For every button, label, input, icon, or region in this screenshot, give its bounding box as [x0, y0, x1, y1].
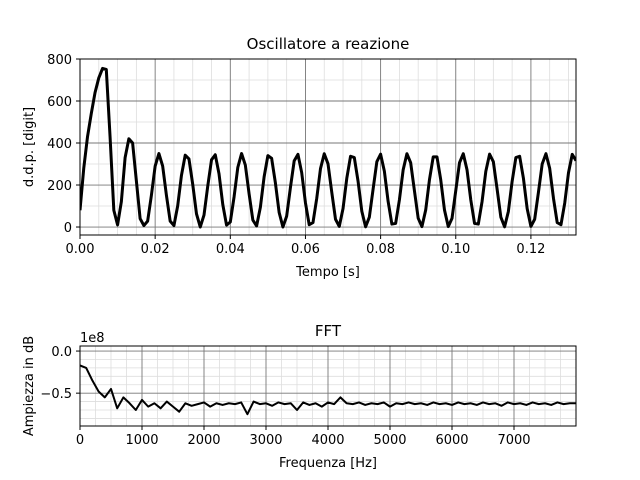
- plot-area: [80, 364, 576, 416]
- y-tick-label: 800: [47, 53, 72, 68]
- x-tick-label: 5000: [373, 433, 406, 448]
- x-tick-label: 0.12: [516, 242, 545, 257]
- x-tick-label: 3000: [249, 433, 282, 448]
- x-tick-label: 7000: [497, 433, 530, 448]
- y-tick-label: −0.5: [40, 387, 72, 402]
- y-tick-label: 400: [47, 137, 72, 152]
- x-tick-label: 2000: [187, 433, 220, 448]
- x-tick-label: 0.00: [66, 242, 95, 257]
- x-tick-label: 4000: [311, 433, 344, 448]
- chart-title: Oscillatore a reazione: [247, 35, 410, 53]
- y-axis-label: Ampiezza in dB: [22, 336, 37, 436]
- y-offset-label: 1e8: [80, 331, 105, 346]
- axes-frame: [79, 58, 577, 236]
- x-axis-label: Frequenza [Hz]: [279, 456, 377, 471]
- x-tick-label: 1000: [125, 433, 158, 448]
- x-tick-label: 0.04: [216, 242, 245, 257]
- x-axis-label: Tempo [s]: [295, 265, 360, 280]
- data-line: [80, 364, 576, 416]
- y-tick-label: 600: [47, 95, 72, 110]
- x-tick-label: 0.02: [141, 242, 170, 257]
- data-line: [80, 66, 576, 229]
- plot-area: [80, 66, 576, 229]
- axes-frame: [79, 345, 577, 427]
- y-tick-label: 0.0: [51, 345, 72, 360]
- x-tick-label: 0.06: [291, 242, 320, 257]
- y-tick-label: 200: [47, 179, 72, 194]
- x-tick-label: 6000: [435, 433, 468, 448]
- x-tick-label: 0.08: [366, 242, 395, 257]
- y-axis-label: d.d.p. [digit]: [22, 107, 37, 187]
- x-tick-label: 0.10: [441, 242, 470, 257]
- y-tick-label: 0: [64, 221, 72, 236]
- x-tick-label: 0: [76, 433, 84, 448]
- chart-title: FFT: [315, 322, 342, 340]
